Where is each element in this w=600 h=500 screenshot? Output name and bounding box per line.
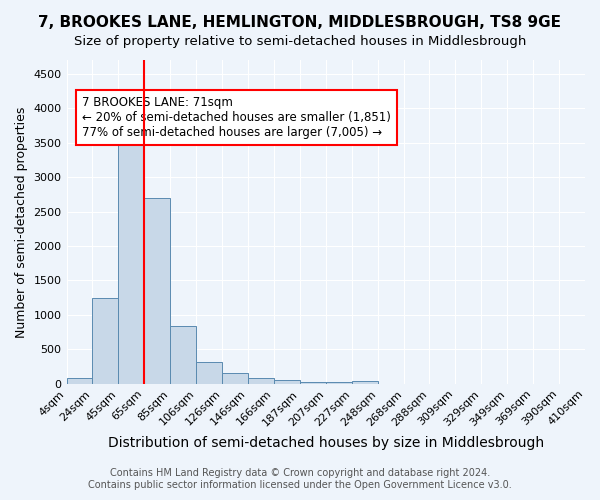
Bar [92,298,118,384]
Text: 7, BROOKES LANE, HEMLINGTON, MIDDLESBROUGH, TS8 9GE: 7, BROOKES LANE, HEMLINGTON, MIDDLESBROU… [38,15,562,30]
X-axis label: Distribution of semi-detached houses by size in Middlesbrough: Distribution of semi-detached houses by … [108,436,544,450]
Bar [248,378,274,384]
Bar [67,378,92,384]
Text: Contains HM Land Registry data © Crown copyright and database right 2024.
Contai: Contains HM Land Registry data © Crown c… [88,468,512,490]
Y-axis label: Number of semi-detached properties: Number of semi-detached properties [15,106,28,338]
Bar [222,374,248,384]
Bar [352,381,377,384]
Bar [274,380,300,384]
Text: 7 BROOKES LANE: 71sqm
← 20% of semi-detached houses are smaller (1,851)
77% of s: 7 BROOKES LANE: 71sqm ← 20% of semi-deta… [82,96,391,138]
Text: Size of property relative to semi-detached houses in Middlesbrough: Size of property relative to semi-detach… [74,35,526,48]
Bar [145,198,170,384]
Bar [326,382,352,384]
Bar [196,362,222,384]
Bar [170,326,196,384]
Bar [300,382,326,384]
Bar [118,134,145,384]
